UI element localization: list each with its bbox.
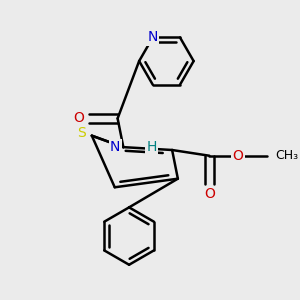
Text: N: N [148,31,158,44]
Text: H: H [146,140,157,154]
Text: O: O [74,111,84,125]
Text: CH₃: CH₃ [275,149,298,162]
Text: O: O [233,149,244,163]
Text: S: S [77,126,86,140]
Text: O: O [204,188,215,202]
Text: N: N [110,140,121,154]
